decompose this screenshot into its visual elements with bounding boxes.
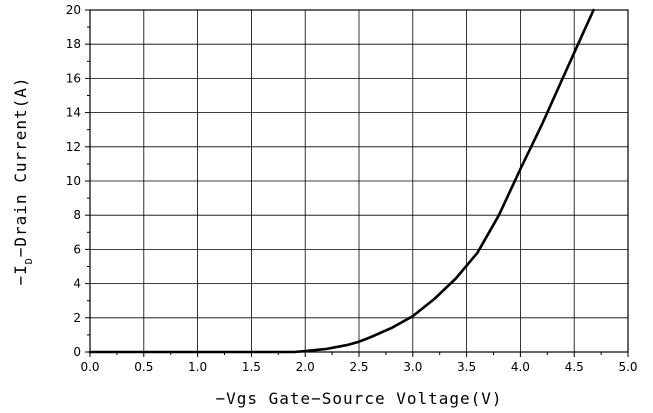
x-tick-label: 4.5: [565, 360, 584, 374]
y-tick-label: 20: [66, 3, 81, 17]
x-tick-label: 0.5: [134, 360, 153, 374]
grid: [89, 9, 629, 353]
y-tick-label: 14: [66, 106, 81, 120]
x-tick-label: 2.0: [296, 360, 315, 374]
drain-current-curve: [88, 8, 595, 354]
y-tick-label: 10: [66, 174, 81, 188]
y-tick-labels: 0 2 4 6 8 10 12 14 16 18 20: [66, 3, 81, 359]
x-tick-label: 4.0: [511, 360, 530, 374]
y-axis-title: −ID−Drain Current(A): [11, 76, 35, 285]
x-tick-label: 5.0: [618, 360, 637, 374]
x-tick-label: 3.5: [457, 360, 476, 374]
y-tick-label: 6: [73, 242, 81, 256]
y-tick-label: 2: [73, 311, 81, 325]
ticks: [85, 9, 629, 357]
x-tick-label: 1.0: [188, 360, 207, 374]
y-title-prefix: −I: [11, 264, 30, 285]
x-tick-label: 1.5: [242, 360, 261, 374]
y-tick-label: 16: [66, 71, 81, 85]
x-tick-label: 2.5: [349, 360, 368, 374]
x-tick-labels: 0.0 0.5 1.0 1.5 2.0 2.5 3.0 3.5 4.0 4.5 5.0: [80, 360, 637, 374]
y-tick-label: 0: [73, 345, 81, 359]
y-title-suffix: −Drain Current(A): [11, 76, 30, 257]
x-tick-label: 3.0: [403, 360, 422, 374]
y-tick-label: 4: [73, 277, 81, 291]
y-tick-label: 8: [73, 208, 81, 222]
y-tick-label: 18: [66, 37, 81, 51]
x-tick-label: 0.0: [80, 360, 99, 374]
y-title-subscript: D: [24, 257, 35, 264]
x-axis-title: −Vgs Gate−Source Voltage(V): [215, 389, 502, 408]
y-tick-label: 12: [66, 140, 81, 154]
